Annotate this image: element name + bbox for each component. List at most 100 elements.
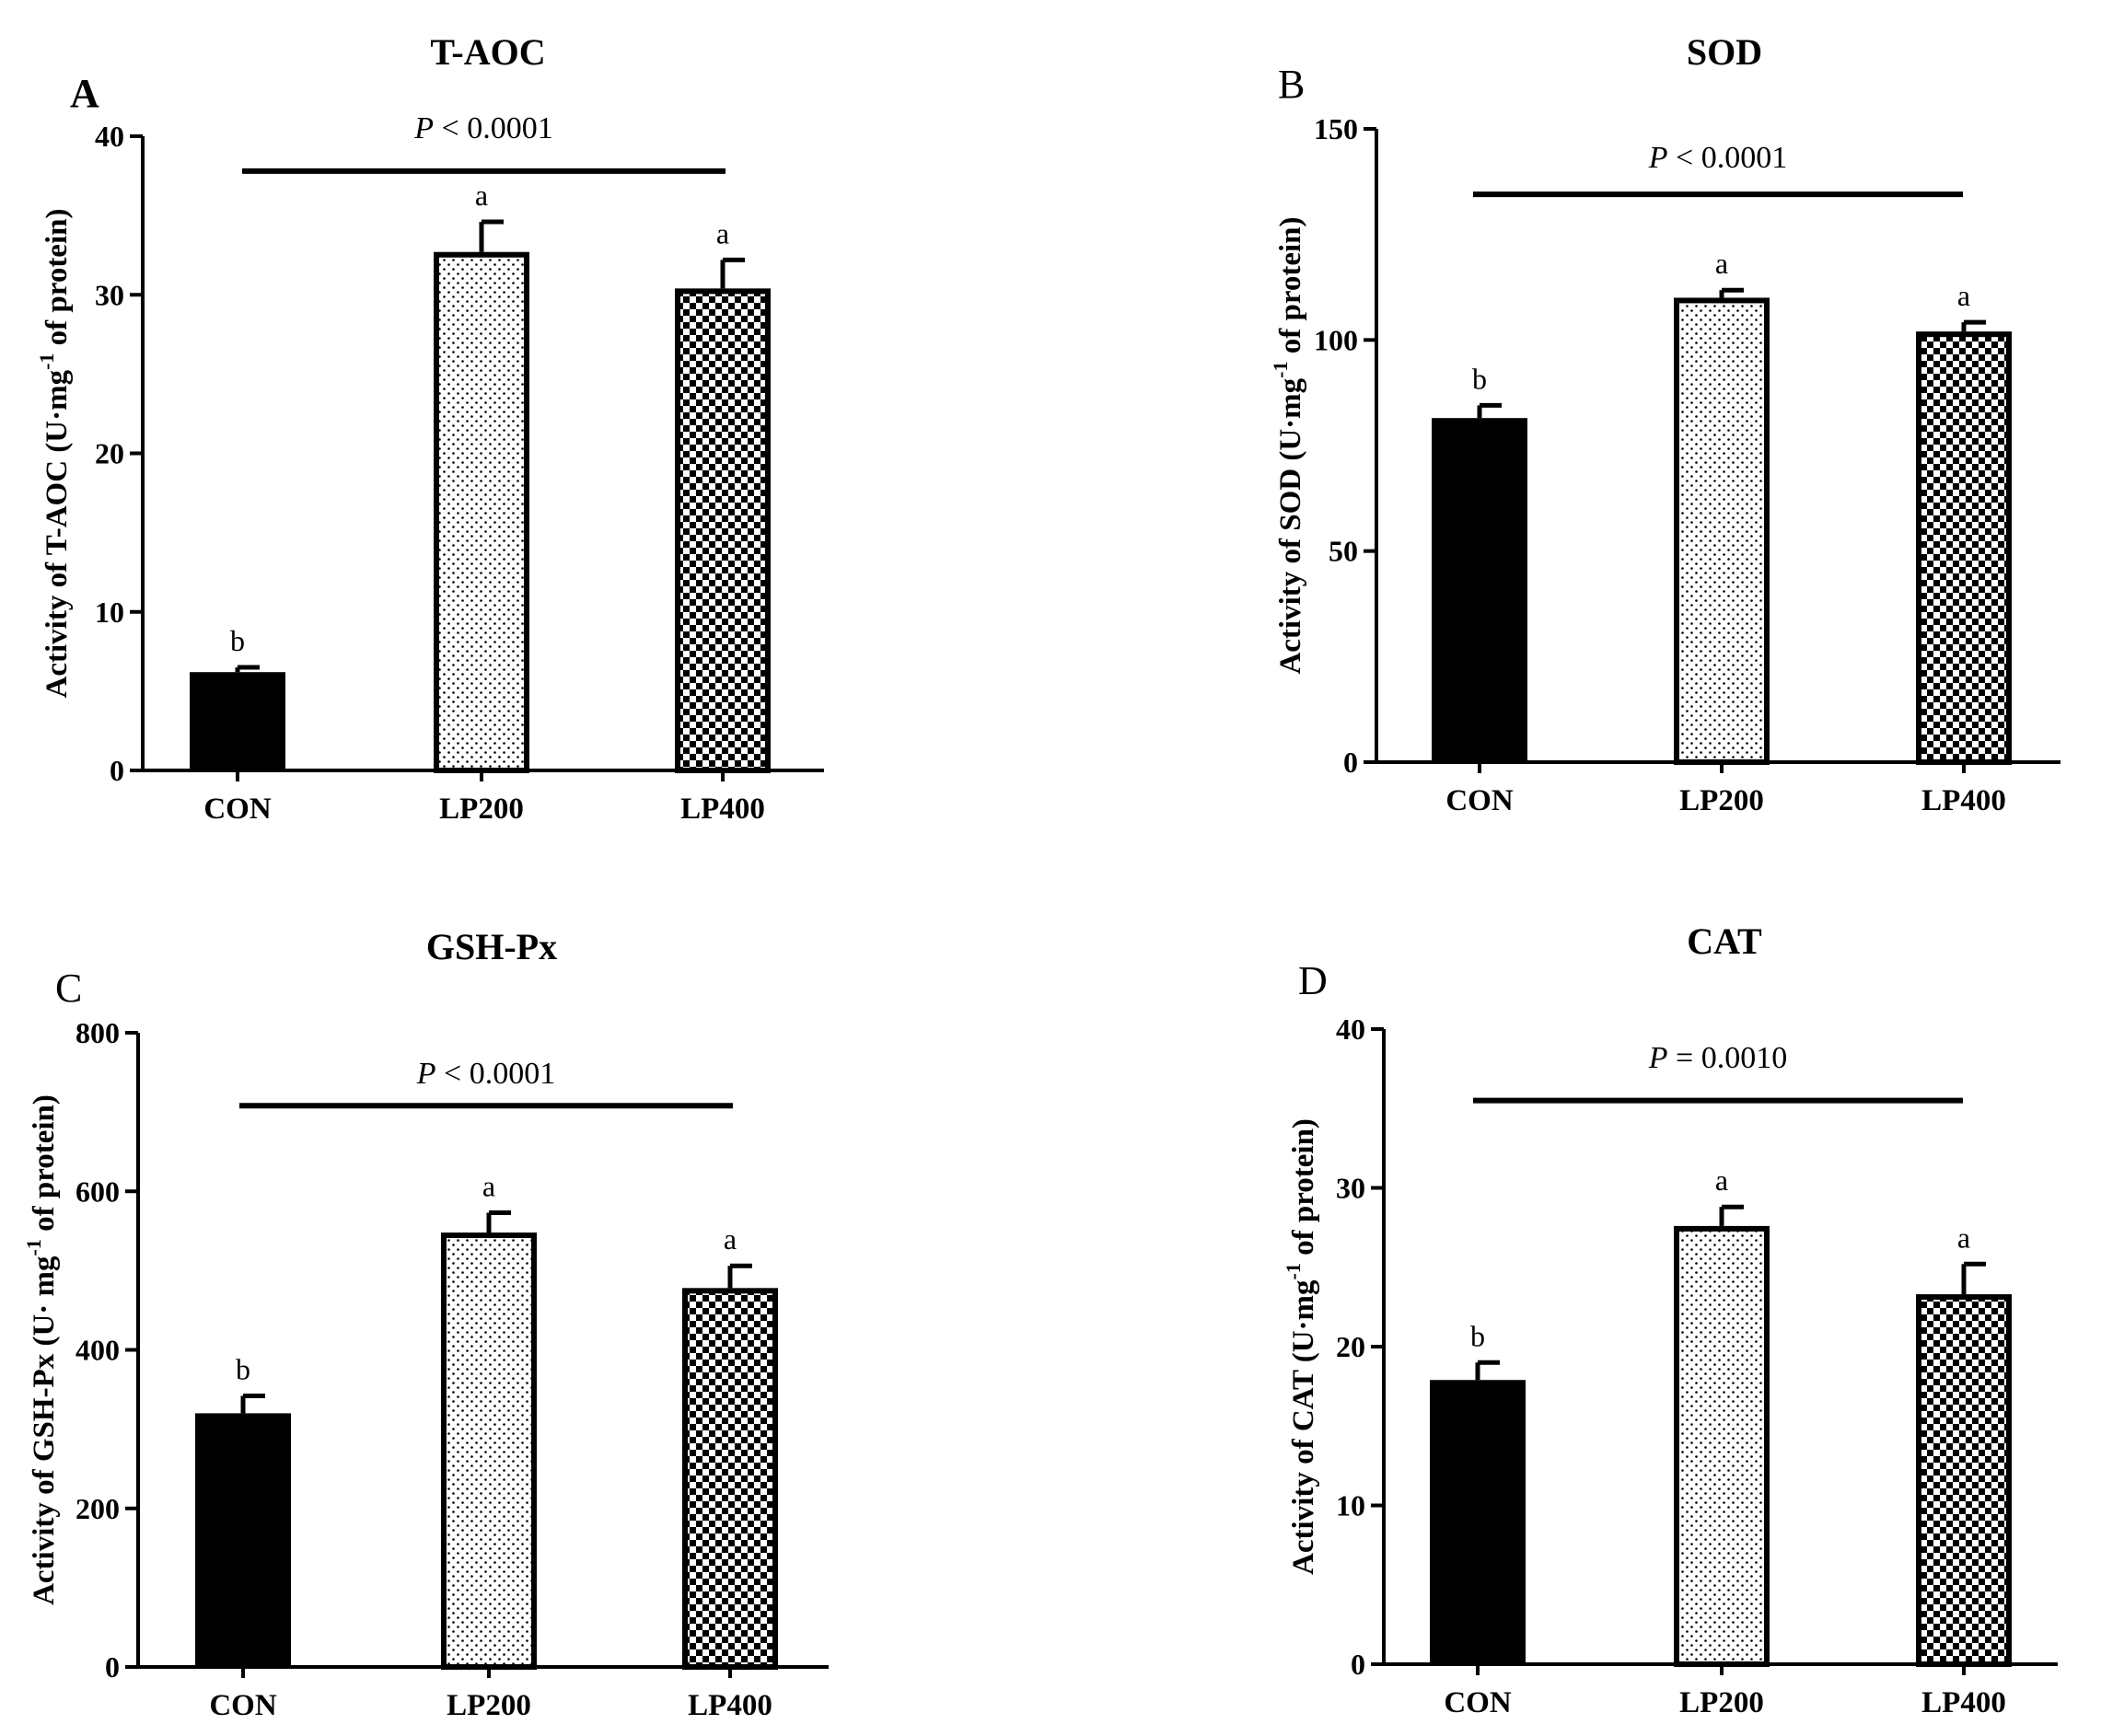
- p-symbol: P: [1648, 141, 1668, 175]
- bar: [675, 288, 771, 773]
- panel-c: C GSH-Px 0 200 400 600 800 b CON a LP200 a LP400 P …: [22, 926, 829, 1722]
- x-tick-label: LP400: [680, 793, 765, 826]
- chart-title: CAT: [1687, 920, 1762, 962]
- significance-letter: a: [482, 1170, 495, 1203]
- y-tick-label: 10: [1336, 1489, 1365, 1522]
- y-tick-label: 0: [110, 754, 124, 787]
- y-tick-label: 20: [1336, 1330, 1365, 1363]
- p-symbol: P: [413, 111, 434, 145]
- bar: [190, 672, 285, 770]
- y-axis-label-main: Activity of SOD (U·mg: [1274, 377, 1307, 674]
- plot-area: 0 50 100 150 b CON a LP200 a LP400 P < 0.0001 Activ…: [1269, 112, 2060, 817]
- significance-letter: a: [716, 216, 729, 249]
- bar: [1674, 297, 1770, 765]
- y-tick-label: 50: [1329, 535, 1358, 568]
- x-tick-label: LP200: [1679, 784, 1764, 817]
- y-axis-label-main: Activity of GSH-Px (U· mg: [28, 1256, 61, 1605]
- plot-area: 0 10 20 30 40 b CON a LP200 a LP400 P < 0.0001 Activ…: [35, 111, 824, 826]
- significance-letter: a: [1715, 247, 1728, 280]
- y-tick-label: 20: [95, 437, 124, 470]
- bar: [195, 1413, 291, 1667]
- p-value-text: < 0.0001: [434, 111, 553, 145]
- y-tick-label: 0: [105, 1650, 120, 1684]
- p-value-text: < 0.0001: [436, 1057, 556, 1091]
- significance-letter: b: [236, 1352, 250, 1385]
- panel-label: B: [1278, 62, 1305, 107]
- p-value: P = 0.0010: [1648, 1041, 1787, 1075]
- chart-title: SOD: [1687, 31, 1762, 73]
- y-tick-label: 150: [1314, 112, 1358, 145]
- significance-letter: a: [1715, 1163, 1728, 1197]
- y-tick-label: 600: [75, 1175, 120, 1208]
- y-axis-label: Activity of SOD (U·mg-1 of protein): [1269, 216, 1307, 674]
- y-axis-label-sup: -1: [35, 353, 58, 370]
- p-value: P < 0.0001: [1648, 141, 1787, 175]
- panel-a: A T-AOC 0 10 20 30 40 b CON a LP200 a LP400 P < 0.0…: [35, 31, 824, 826]
- y-tick-label: 800: [75, 1016, 120, 1049]
- bar: [1674, 1225, 1770, 1668]
- significance-letter: b: [1470, 1319, 1485, 1352]
- y-axis-label-end: of protein): [41, 209, 74, 353]
- x-tick-label: CON: [1444, 1686, 1512, 1719]
- p-symbol: P: [416, 1057, 436, 1091]
- p-value: P < 0.0001: [413, 111, 552, 145]
- y-tick-label: 400: [75, 1334, 120, 1367]
- y-tick-label: 0: [1343, 746, 1358, 779]
- panel-label: C: [55, 966, 82, 1011]
- x-tick-label: LP200: [447, 1689, 531, 1722]
- x-tick-label: CON: [203, 793, 272, 826]
- panel-label: A: [70, 71, 99, 116]
- y-tick-label: 0: [1351, 1648, 1365, 1681]
- bar: [1430, 1380, 1526, 1664]
- x-tick-label: LP400: [688, 1689, 772, 1722]
- y-tick-label: 40: [1336, 1013, 1365, 1046]
- y-axis-label-end: of protein): [28, 1094, 61, 1239]
- y-axis-label-end: of protein): [1274, 216, 1307, 361]
- x-tick-label: CON: [1445, 784, 1514, 817]
- significance-letter: b: [230, 624, 245, 657]
- significance-letter: b: [1472, 362, 1487, 395]
- y-axis-label: Activity of T-AOC (U·mg-1 of protein): [35, 209, 74, 699]
- x-tick-label: LP200: [1679, 1686, 1764, 1719]
- y-axis-label: Activity of CAT (U·mg-1 of protein): [1282, 1118, 1320, 1575]
- y-axis-label-main: Activity of CAT (U·mg: [1287, 1279, 1320, 1575]
- y-tick-label: 200: [75, 1492, 120, 1525]
- x-tick-label: LP200: [439, 793, 524, 826]
- p-value: P < 0.0001: [416, 1057, 555, 1091]
- significance-letter: a: [1957, 279, 1970, 312]
- bar: [682, 1288, 778, 1670]
- panel-d: D CAT 0 10 20 30 40 b CON a LP200 a LP400 P = 0.001…: [1282, 920, 2058, 1719]
- y-axis-label-sup: -1: [1269, 362, 1292, 378]
- y-tick-label: 10: [95, 596, 124, 629]
- y-axis-label-sup: -1: [1282, 1263, 1305, 1279]
- p-value-text: = 0.0010: [1668, 1041, 1788, 1075]
- significance-letter: a: [475, 179, 488, 212]
- panel-label: D: [1298, 958, 1328, 1003]
- bar: [1432, 418, 1527, 762]
- p-symbol: P: [1648, 1041, 1668, 1075]
- significance-letter: a: [1957, 1221, 1970, 1254]
- bar: [1916, 1294, 2012, 1667]
- plot-area: 0 10 20 30 40 b CON a LP200 a LP400 P = 0.0010 Activ…: [1282, 1013, 2058, 1719]
- x-tick-label: LP400: [1921, 784, 2006, 817]
- p-value-text: < 0.0001: [1668, 141, 1788, 175]
- y-tick-label: 30: [1336, 1172, 1365, 1205]
- y-axis-label-main: Activity of T-AOC (U·mg: [41, 369, 74, 698]
- bar: [441, 1233, 537, 1671]
- y-axis-label: Activity of GSH-Px (U· mg-1 of protein): [22, 1094, 61, 1605]
- panel-b: B SOD 0 50 100 150 b CON a LP200 a LP400 P < 0.000…: [1269, 31, 2060, 817]
- y-tick-label: 100: [1314, 323, 1358, 356]
- significance-letter: a: [724, 1222, 737, 1256]
- y-axis-label-sup: -1: [22, 1239, 45, 1256]
- y-tick-label: 40: [95, 120, 124, 153]
- chart-title: GSH-Px: [426, 926, 557, 967]
- bar: [1916, 331, 2012, 765]
- plot-area: 0 200 400 600 800 b CON a LP200 a LP400 P < 0.0001 A…: [22, 1016, 829, 1722]
- chart-title: T-AOC: [430, 31, 545, 73]
- x-tick-label: LP400: [1921, 1686, 2006, 1719]
- y-tick-label: 30: [95, 278, 124, 311]
- bar: [434, 251, 529, 773]
- x-tick-label: CON: [209, 1689, 277, 1722]
- y-axis-label-end: of protein): [1287, 1118, 1320, 1263]
